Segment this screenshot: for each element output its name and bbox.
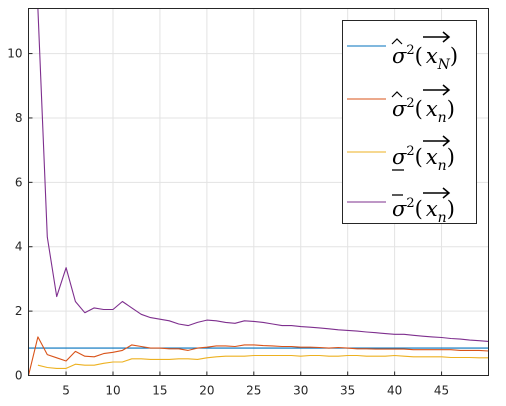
x-tick-label: 10 <box>105 384 120 398</box>
y-tick-label: 0 <box>15 369 23 383</box>
y-tick-label: 6 <box>15 175 23 189</box>
y-tick-label: 2 <box>15 304 23 318</box>
y-tick-label: 10 <box>7 47 22 61</box>
x-axis-ticks: 5 10 15 20 25 30 35 40 45 <box>62 371 449 398</box>
x-tick-label: 15 <box>152 384 167 398</box>
x-tick-label: 35 <box>340 384 355 398</box>
x-tick-label: 5 <box>62 384 70 398</box>
plot-area-border <box>28 8 489 376</box>
series-line-2 <box>27 336 489 376</box>
y-tick-label: 8 <box>15 111 23 125</box>
legend: σ2(xN) σ2(xn) σ2(xn) σ2(xn) <box>342 20 477 226</box>
x-tick-label: 45 <box>434 384 449 398</box>
y-axis-ticks: 0 2 4 6 8 10 <box>7 47 33 383</box>
x-tick-label: 20 <box>199 384 214 398</box>
series-line-3 <box>37 354 489 369</box>
x-tick-label: 30 <box>293 384 308 398</box>
y-tick-label: 4 <box>15 240 23 254</box>
series-line-4 <box>37 8 489 342</box>
legend-box <box>342 20 477 224</box>
x-tick-label: 25 <box>246 384 261 398</box>
series-lines <box>27 8 489 376</box>
x-tick-label: 40 <box>387 384 402 398</box>
